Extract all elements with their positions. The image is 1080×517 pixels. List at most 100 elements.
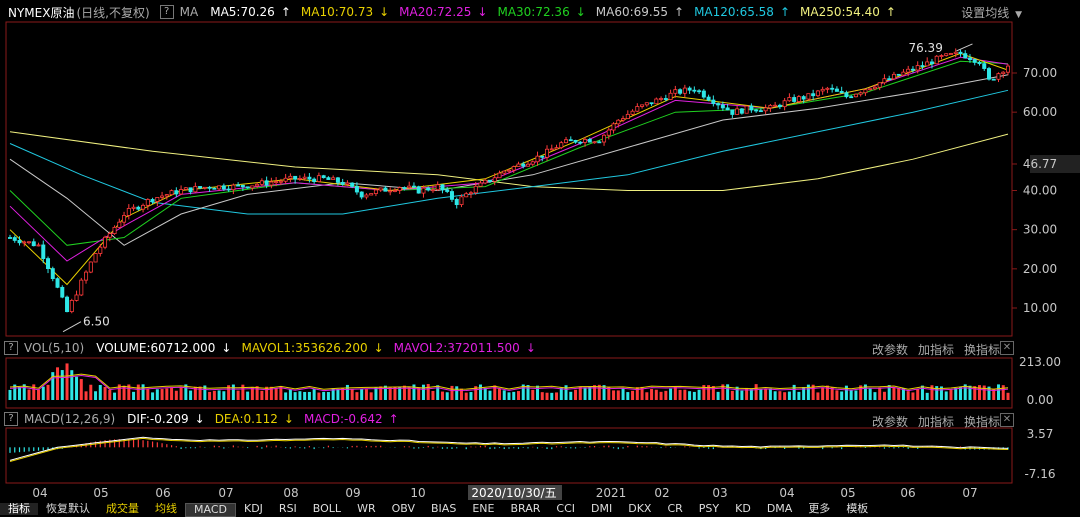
volume-bar [778,391,782,400]
vol-close-icon[interactable]: ✕ [1000,341,1014,355]
candle-body [711,99,716,104]
vol-tool-button[interactable]: 加指标 [917,343,954,357]
vol-tool-button[interactable]: 改参数 [871,343,908,357]
candle-body [530,161,535,165]
volume-bar [939,386,943,400]
macd-header: ? MACD(12,26,9) DIF:-0.209 ↓ DEA:0.112 ↓ MAC… [0,409,409,429]
tab-kdj[interactable]: KDJ [243,503,263,515]
volume-bar [593,385,597,400]
y-tick-label: 46.77 [1023,157,1057,171]
help-icon[interactable]: ? [159,5,174,19]
low-price-label: 6.50 [83,315,110,329]
chart-canvas[interactable]: 70.00 60.00 46.77 40.00 30.00 20.00 10.00 76.39… [0,0,1080,503]
candle-body [735,108,740,115]
tab-rsi[interactable]: RSI [278,503,297,515]
volume-bar [764,388,768,400]
tab-恢复默认[interactable]: 恢复默认 [46,503,90,515]
candle-body [245,186,250,189]
candle-body [887,78,892,81]
candle-body [31,241,36,247]
candle-body [150,199,155,202]
vol-header: ? VOL(5,10) VOLUME:60712.000 ↓ MAVOL1:3536… [0,338,546,358]
macd-tool-button[interactable]: 换指标 [963,415,1000,429]
low-marker-line [62,321,82,333]
volume-bar [569,391,573,400]
vol-help-icon[interactable]: ? [4,341,18,355]
candle-body [231,184,236,191]
volume-bar [364,389,368,400]
candle-body [891,73,896,80]
candle-body [98,246,103,254]
candle-body [506,169,511,172]
volume-bar [844,385,848,400]
vol-tool-button[interactable]: 换指标 [963,343,1000,357]
candle-body [307,176,312,180]
tab-均线[interactable]: 均线 [155,503,177,515]
macd-help-icon[interactable]: ? [4,412,18,426]
x-tick-label: 07 [218,486,233,500]
candle-body [986,68,991,80]
x-tick-label: 02 [654,486,669,500]
ma-label: MA [179,5,199,19]
tab-更多[interactable]: 更多 [808,503,831,515]
ma-settings-button[interactable]: 设置均线 ▼ [961,4,1022,21]
macd-close-icon[interactable]: ✕ [1000,413,1014,427]
candle-body [668,92,673,100]
tab-模板[interactable]: 模板 [846,503,869,515]
tab-dma[interactable]: DMA [766,503,793,515]
volume-bar [222,391,226,400]
candle-body [716,103,721,106]
volume-bar [692,391,696,400]
volume-bar [445,392,449,400]
tab-指标[interactable]: 指标 [0,503,38,515]
tab-dmi[interactable]: DMI [591,503,613,515]
tab-wr[interactable]: WR [357,503,376,515]
volume-bar [383,385,387,400]
volume-bar [136,384,140,400]
tab-psy[interactable]: PSY [698,503,720,515]
candle-body [440,184,445,191]
candle-body [131,206,136,209]
candle-body [725,107,730,111]
volume-bar [65,363,69,400]
volume-bar [113,392,117,400]
tab-ene[interactable]: ENE [472,503,495,515]
tab-brar[interactable]: BRAR [510,503,541,515]
volume-bar [84,391,88,400]
candle-body [169,190,174,196]
macd-tool-button[interactable]: 改参数 [871,415,908,429]
tab-obv[interactable]: OBV [391,503,416,515]
volume-bar [374,387,378,400]
candle-body [526,163,531,167]
candle-body [487,179,492,182]
candle-body [972,59,977,63]
volume-bar [307,391,311,400]
candle-body [217,185,222,190]
mavol2-line [9,374,1009,392]
volume-bar [18,386,22,400]
tab-成交量[interactable]: 成交量 [106,503,139,515]
tab-cci[interactable]: CCI [556,503,575,515]
tab-dkx[interactable]: DKX [628,503,652,515]
candle-body [445,189,450,192]
candle-body [654,98,659,105]
arrow-down-icon: ↓ [379,5,390,19]
candle-body [910,68,915,71]
candle-body [773,104,778,107]
x-tick-label: 05 [840,486,855,500]
x-tick-label: 05 [93,486,108,500]
candle-body [754,109,759,112]
tab-cr[interactable]: CR [667,503,683,515]
candle-body [739,108,744,114]
volume-bar [578,386,582,400]
macd-tool-button[interactable]: 加指标 [917,415,954,429]
tab-kd[interactable]: KD [735,503,751,515]
tab-boll[interactable]: BOLL [312,503,342,515]
candle-body [36,244,41,247]
volume-bar [920,385,924,400]
candle-body [806,93,811,100]
candle-body [868,88,873,91]
candle-body [682,87,687,94]
candle-body [84,271,89,281]
tab-bias[interactable]: BIAS [431,503,457,515]
